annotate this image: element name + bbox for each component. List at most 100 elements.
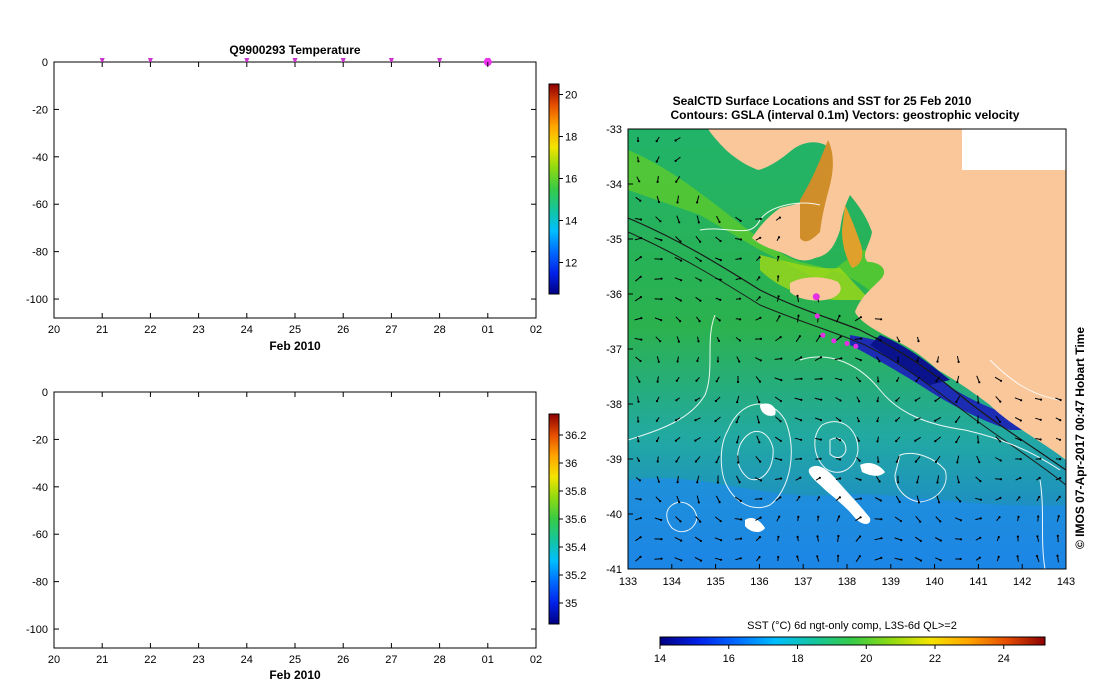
velocity-vector-head <box>840 378 843 381</box>
velocity-vector-head <box>979 517 982 520</box>
velocity-vector <box>936 475 940 483</box>
velocity-vector-head <box>675 460 678 463</box>
velocity-vector-head <box>895 460 898 463</box>
velocity-vector <box>894 516 902 522</box>
velocity-vector <box>794 397 802 401</box>
velocity-vector-head <box>757 421 761 424</box>
velocity-vector-head <box>837 534 840 538</box>
salinity-x-label: Feb 2010 <box>269 668 321 682</box>
velocity-vector-head <box>659 220 662 223</box>
velocity-vector-head <box>738 481 741 484</box>
map-y-tick-label: -34 <box>606 179 622 191</box>
velocity-vector-head <box>639 256 642 259</box>
velocity-vector <box>756 415 760 423</box>
velocity-vector <box>696 195 700 203</box>
velocity-vector-head <box>739 499 742 502</box>
velocity-vector-head <box>779 496 782 499</box>
velocity-vector <box>814 356 822 362</box>
salinity-y-ticks: 0 -20 -40 -60 -80 -100 <box>26 387 536 636</box>
velocity-vector-head <box>737 461 740 464</box>
velocity-vector <box>976 455 980 463</box>
map-x-tick-label: 134 <box>663 576 681 588</box>
velocity-vector <box>735 475 741 483</box>
velocity-vector-head <box>639 536 642 539</box>
velocity-vector <box>1057 555 1059 563</box>
salinity-y-tick-label: -100 <box>26 624 48 636</box>
velocity-vector-head <box>778 216 782 219</box>
velocity-vector-head <box>656 380 659 383</box>
velocity-vector <box>977 435 979 443</box>
temperature-x-tick-label: 24 <box>241 324 253 336</box>
velocity-vector-head <box>999 440 1002 443</box>
salinity-x-tick-label: 25 <box>289 654 301 666</box>
velocity-vector-head <box>817 515 820 518</box>
velocity-vector-head <box>876 400 879 403</box>
velocity-vector-head <box>758 256 761 259</box>
velocity-vector-head <box>696 201 699 204</box>
velocity-vector-head <box>695 379 698 382</box>
velocity-vector-head <box>896 360 900 363</box>
velocity-vector <box>696 475 700 483</box>
velocity-vector-head <box>797 314 800 317</box>
velocity-vector-head <box>680 559 683 562</box>
velocity-vector-head <box>779 399 783 403</box>
velocity-vector <box>654 237 662 241</box>
velocity-vector <box>674 277 682 281</box>
velocity-vector-head <box>738 297 742 300</box>
velocity-vector <box>754 477 762 481</box>
velocity-vector-head <box>800 398 803 401</box>
velocity-vector <box>894 557 902 561</box>
velocity-vector-head <box>934 399 937 402</box>
velocity-vector-head <box>736 380 740 384</box>
velocity-vector-head <box>655 140 658 143</box>
velocity-vector-head <box>639 517 642 520</box>
velocity-vector-head <box>699 520 702 523</box>
velocity-vector-head <box>820 377 823 380</box>
velocity-vector-head <box>839 335 842 338</box>
temperature-colorbar-tick-label: 16 <box>565 174 577 186</box>
map-x-tick-label: 136 <box>750 576 768 588</box>
velocity-vector <box>956 455 960 463</box>
temperature-title: Q9900293 Temperature <box>229 43 361 57</box>
velocity-vector-head <box>758 276 761 279</box>
velocity-vector-head <box>820 398 823 401</box>
velocity-vector-head <box>859 478 862 481</box>
velocity-vector-head <box>655 419 659 422</box>
velocity-vector <box>956 475 960 483</box>
velocity-vector <box>894 537 902 541</box>
velocity-vector-head <box>977 401 980 404</box>
velocity-vector-head <box>876 440 879 443</box>
velocity-vector-head <box>680 259 683 262</box>
velocity-vector-head <box>740 518 743 521</box>
velocity-vector-head <box>999 478 1003 481</box>
velocity-vector-head <box>1019 476 1022 480</box>
velocity-vector-head <box>915 379 918 382</box>
velocity-vector-head <box>736 401 739 404</box>
salinity-colorbar-tick-label: 36 <box>565 458 577 470</box>
profile-marker <box>292 58 298 64</box>
velocity-vector-head <box>998 420 1002 423</box>
velocity-vector-head <box>860 337 863 340</box>
velocity-vector <box>675 236 681 242</box>
velocity-vector-head <box>777 255 780 258</box>
velocity-vector <box>675 516 681 522</box>
velocity-vector-head <box>694 419 697 422</box>
temperature-y-ticks: 0 -20 -40 -60 -80 -100 <box>26 57 536 306</box>
salinity-colorbar-tick-label: 35.4 <box>565 542 586 554</box>
velocity-vector-head <box>839 477 842 480</box>
geostrophic-vectors <box>634 136 1062 563</box>
velocity-vector-head <box>956 381 959 384</box>
velocity-vector-head <box>978 461 981 464</box>
velocity-vector-head <box>819 356 823 359</box>
velocity-vector-head <box>777 555 780 559</box>
velocity-vector <box>794 356 802 362</box>
velocity-vector-head <box>739 238 743 241</box>
gsla-contour <box>720 403 792 508</box>
velocity-vector-head <box>699 299 702 302</box>
velocity-vector-head <box>639 359 642 363</box>
velocity-vector-head <box>697 501 700 504</box>
velocity-vector-head <box>780 379 783 382</box>
velocity-vector-head <box>898 500 901 503</box>
salinity-colorbar-tick-label: 35.8 <box>565 486 586 498</box>
velocity-vector-head <box>818 476 822 479</box>
